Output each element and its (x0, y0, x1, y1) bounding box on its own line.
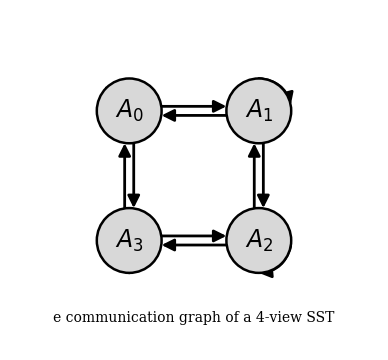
Text: $A_0$: $A_0$ (115, 98, 144, 124)
Text: $A_1$: $A_1$ (245, 98, 273, 124)
Text: $A_3$: $A_3$ (115, 228, 144, 253)
Text: e communication graph of a 4-view SST: e communication graph of a 4-view SST (53, 311, 335, 325)
Circle shape (97, 78, 161, 143)
FancyArrowPatch shape (102, 247, 129, 273)
FancyArrowPatch shape (101, 88, 112, 120)
Text: $A_2$: $A_2$ (245, 228, 273, 253)
Circle shape (227, 208, 291, 273)
FancyArrowPatch shape (259, 78, 292, 102)
Circle shape (97, 208, 161, 273)
Circle shape (227, 78, 291, 143)
FancyArrowPatch shape (262, 246, 291, 277)
